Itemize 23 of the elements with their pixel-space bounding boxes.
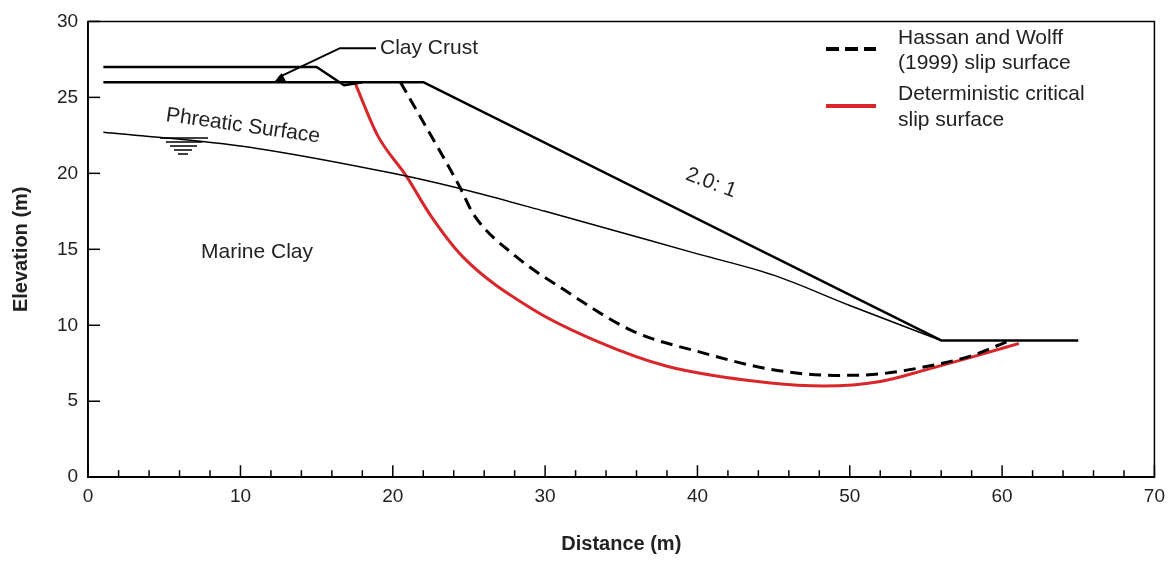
annotation: Clay Crust [379, 34, 479, 58]
x-tick-label: 30 [534, 484, 556, 506]
legend-label: Deterministic critical slip surface [898, 80, 1086, 131]
y-tick-label: 20 [56, 161, 79, 183]
y-tick-label: 10 [56, 313, 79, 335]
annotation: Phreatic Surface [164, 102, 322, 147]
x-axis-title: Distance (m) [561, 531, 682, 554]
y-tick-label: 25 [56, 85, 79, 107]
x-tick-label: 40 [686, 484, 709, 506]
y-axis-title: Elevation (m) [8, 186, 31, 313]
legend-label: Hassan and Wolff (1999) slip surface [898, 24, 1072, 75]
x-tick-label: 20 [382, 484, 404, 506]
y-tick-label: 0 [67, 465, 79, 487]
x-tick-label: 50 [839, 484, 861, 506]
y-tick-label: 5 [67, 389, 79, 411]
x-tick-label: 10 [229, 484, 252, 506]
x-tick-label: 70 [1143, 484, 1165, 506]
annotation: 2.0: 1 [682, 161, 741, 202]
x-tick-label: 0 [82, 484, 94, 506]
y-tick-label: 30 [56, 9, 79, 31]
y-tick-label: 15 [56, 237, 79, 259]
x-tick-label: 60 [991, 484, 1013, 506]
annotation: Marine Clay [200, 238, 314, 262]
